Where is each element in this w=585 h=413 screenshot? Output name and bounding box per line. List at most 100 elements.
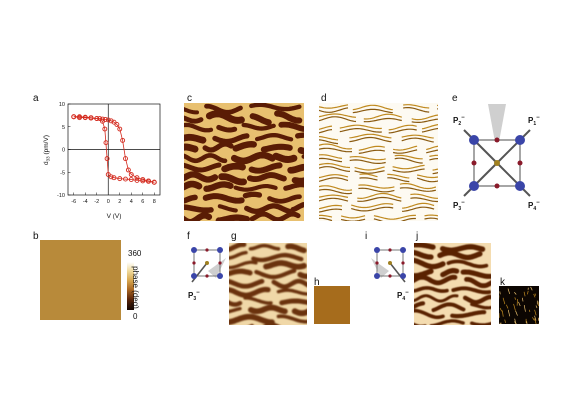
panel-label-d: d <box>321 93 327 104</box>
domain-wall <box>421 123 438 130</box>
domain-wall <box>319 166 351 172</box>
corner-atom <box>191 247 197 253</box>
domain-map-c <box>184 103 304 221</box>
domain-wall <box>339 128 382 133</box>
corner-atom <box>217 247 223 253</box>
domain-wall <box>351 206 394 212</box>
domain-wall <box>424 214 438 217</box>
center-atom <box>388 261 392 265</box>
domain-wall <box>388 128 417 134</box>
domain-stripe <box>470 302 491 310</box>
domain-wall <box>349 155 386 161</box>
domain-wall <box>358 149 385 154</box>
domain-stripe <box>437 250 483 261</box>
domain-stripe <box>230 151 276 165</box>
data-point <box>117 176 123 182</box>
polarization-diagram-e: P2− P1− P3− P4− <box>453 104 540 210</box>
domain-wall <box>319 113 357 118</box>
domain-wall <box>429 154 438 157</box>
corner-atom <box>469 135 479 145</box>
domain-wall <box>501 310 504 317</box>
domain-wall <box>387 177 410 183</box>
domain-stripe <box>184 212 213 221</box>
panel-label-i: i <box>365 231 368 242</box>
x-tick-label: -4 <box>83 199 88 205</box>
edge-atom <box>517 160 523 166</box>
domain-stripe <box>184 153 228 164</box>
domain-wall <box>426 145 438 151</box>
domain-stripe <box>229 300 243 307</box>
domain-wall <box>416 177 438 183</box>
polarization-arrow <box>463 129 498 164</box>
domain-stripe <box>184 194 198 204</box>
domain-wall <box>339 124 382 130</box>
domain-wall <box>507 309 511 317</box>
domain-stripe <box>229 243 247 252</box>
domain-wall <box>535 305 538 309</box>
x-tick-label: 0 <box>107 199 110 205</box>
domain-wall <box>411 114 438 121</box>
domain-stripe <box>271 278 307 290</box>
y-axis-label: d33 (pm/V) <box>43 135 51 165</box>
domain-wall <box>319 116 357 123</box>
hysteresis-chart: -6 -4 -2 0 2 4 6 8 -10 -5 0 5 10 V (V) d33 (pm/V) <box>43 102 161 220</box>
domain-wall <box>319 157 343 163</box>
domain-stripe <box>184 180 203 191</box>
domain-wall <box>319 104 349 109</box>
data-point <box>105 172 111 177</box>
panel-label-c: c <box>187 93 192 104</box>
domain-wall <box>319 208 343 213</box>
domain-wall <box>403 107 430 113</box>
domain-wall <box>388 124 417 131</box>
phase-map-b <box>40 240 121 320</box>
domain-stripe <box>462 294 491 305</box>
edge-atom <box>494 183 500 189</box>
domain-wall <box>349 136 392 143</box>
domain-wall <box>401 137 434 143</box>
domain-wall <box>523 304 526 312</box>
domain-stripe <box>184 143 199 153</box>
domain-wall <box>402 206 435 212</box>
domain-stripe <box>229 268 253 277</box>
domain-wall <box>394 154 423 160</box>
domain-stripe <box>249 103 302 112</box>
domain-wall <box>410 193 438 199</box>
data-point <box>117 126 123 132</box>
domain-wall <box>319 177 349 182</box>
domain-stripe <box>249 211 301 221</box>
label-p4: P4− <box>397 290 409 302</box>
domain-wall <box>410 197 438 203</box>
polarization-arrow <box>463 162 498 197</box>
domain-wall <box>533 293 536 298</box>
domain-wall <box>354 166 385 171</box>
domain-wall <box>319 107 349 113</box>
corner-atom <box>400 247 406 253</box>
domain-wall <box>319 129 333 134</box>
domain-stripe <box>241 122 276 131</box>
domain-wall <box>392 164 425 170</box>
domain-stripe <box>274 110 303 124</box>
domain-stripe <box>254 268 297 280</box>
data-point <box>108 118 114 124</box>
domain-stripe <box>414 308 445 320</box>
x-tick-label: 4 <box>130 199 133 205</box>
domain-wall <box>521 297 524 302</box>
domain-stripe <box>202 193 245 204</box>
domain-wall <box>319 154 343 159</box>
domain-wall <box>429 157 438 161</box>
domain-stripe <box>229 286 271 298</box>
domain-stripe <box>249 113 272 126</box>
domain-wall <box>530 286 533 291</box>
panel-label-a: a <box>33 93 39 104</box>
domain-stripe <box>216 124 238 133</box>
domain-wall <box>319 174 349 179</box>
domain-stripe <box>263 322 280 325</box>
domain-stripe <box>276 314 307 324</box>
edge-atom <box>375 261 379 265</box>
domain-wall <box>373 217 416 221</box>
domain-wall <box>426 149 438 154</box>
label-p2: P2− <box>453 115 465 127</box>
domain-wall <box>358 184 395 189</box>
domain-wall <box>394 157 423 164</box>
domain-wall <box>515 310 518 316</box>
